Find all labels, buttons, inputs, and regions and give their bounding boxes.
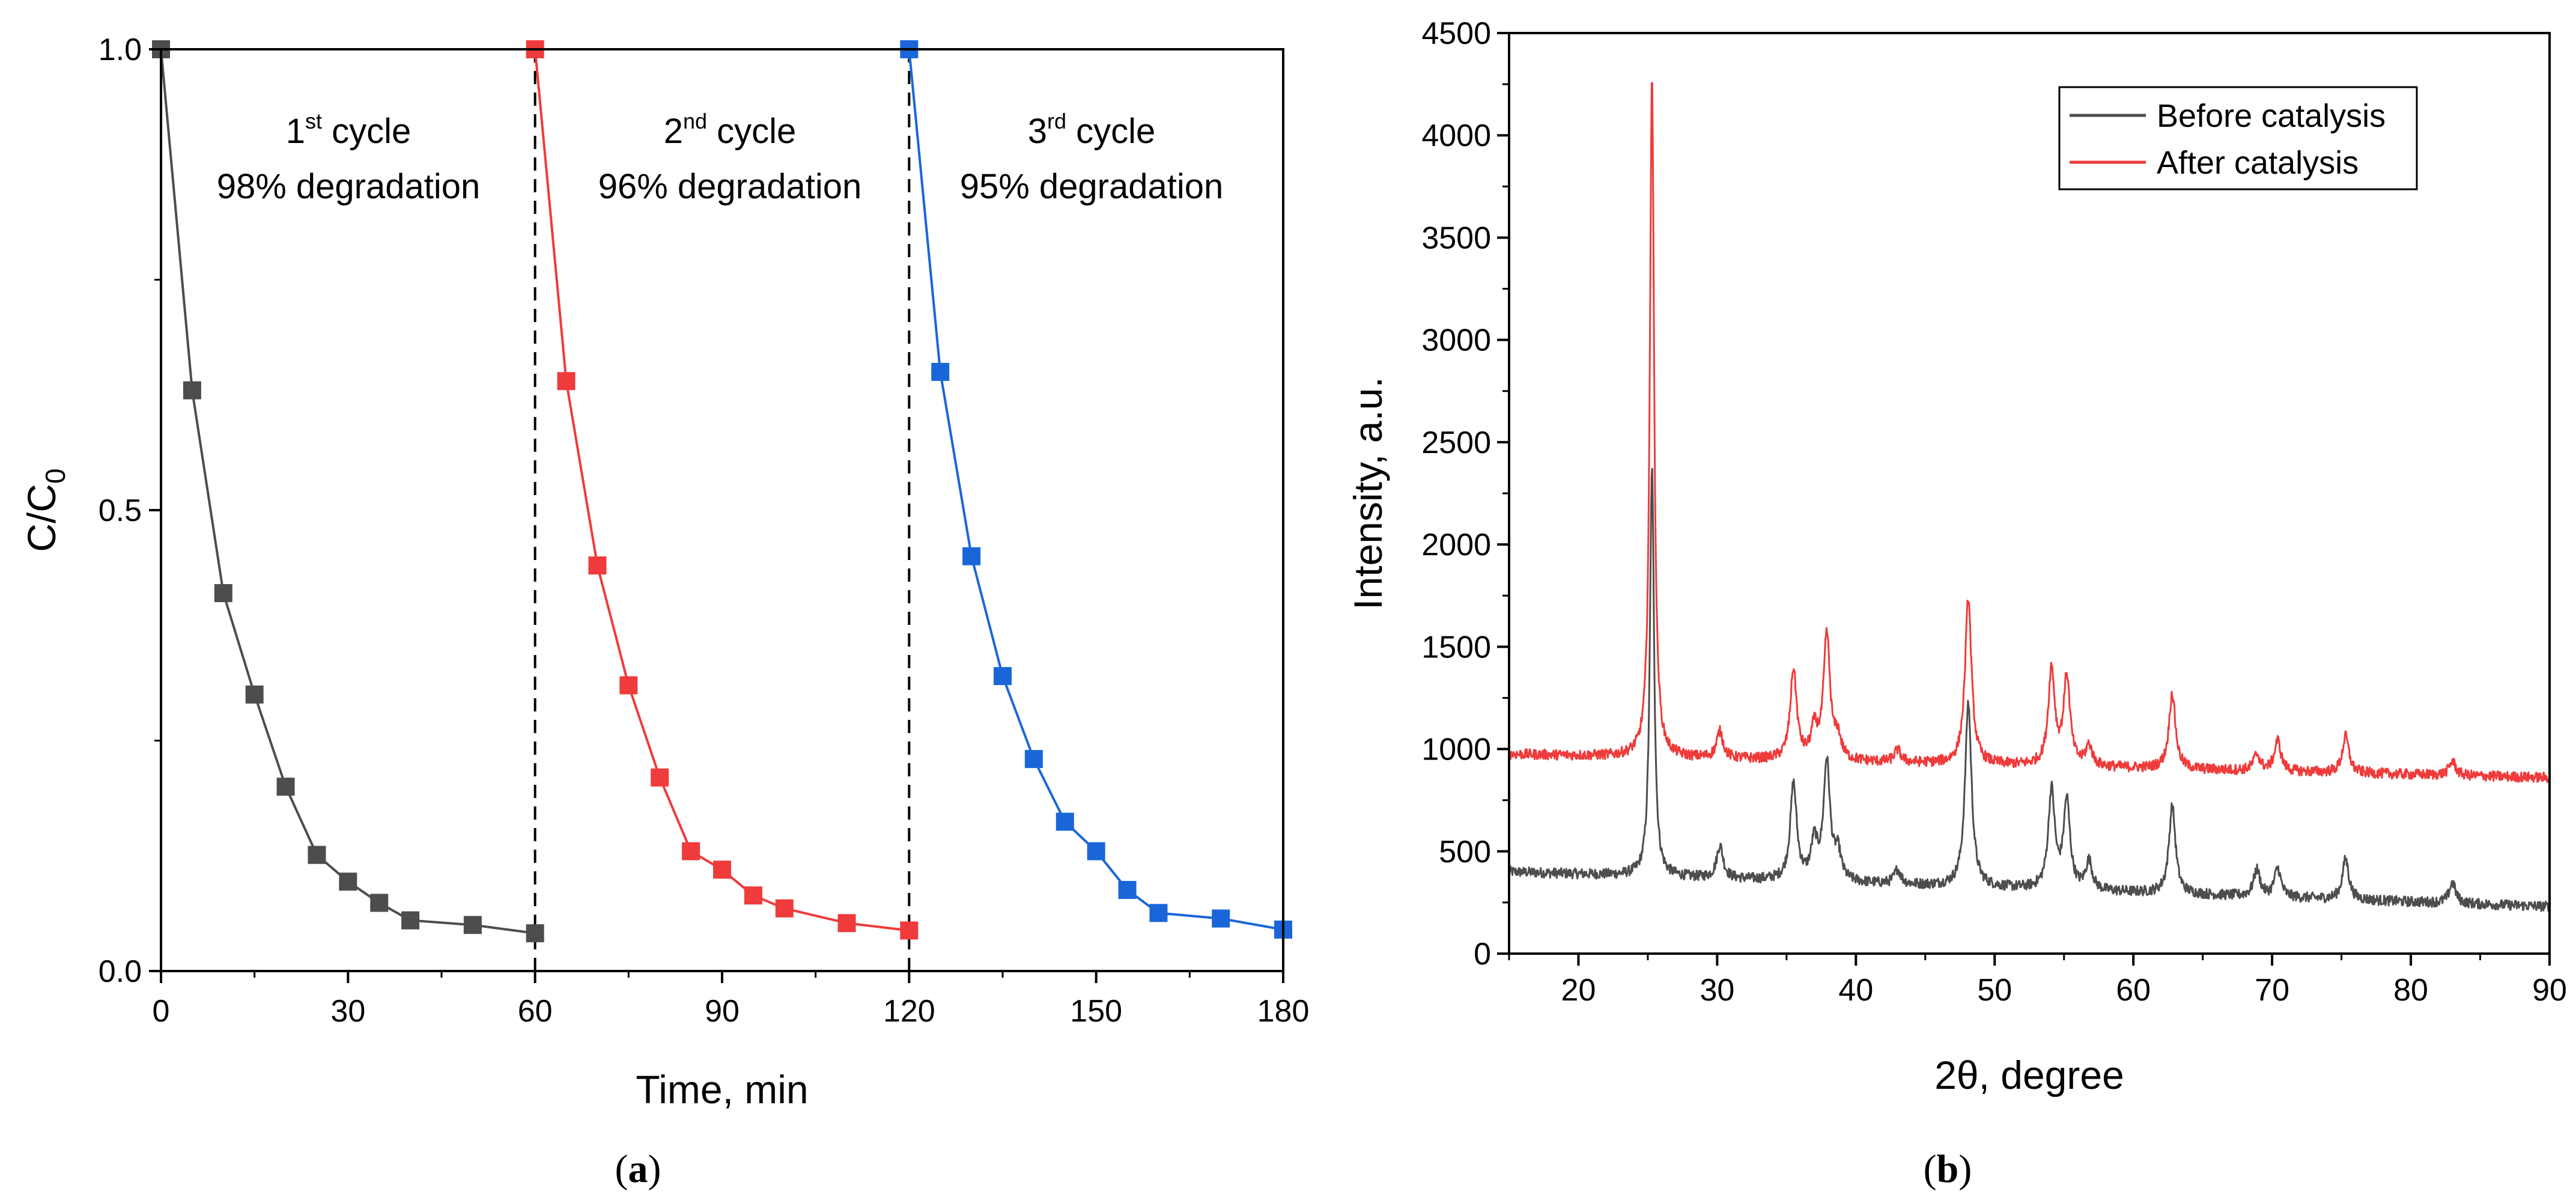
data-point-cycle-3	[1056, 812, 1074, 831]
data-point-cycle-2	[900, 921, 919, 940]
data-point-cycle-2	[744, 886, 762, 905]
x-tick-label: 80	[2393, 973, 2428, 1008]
data-point-cycle-1	[370, 894, 389, 912]
data-point-cycle-2	[619, 676, 638, 695]
data-point-cycle-3	[1212, 909, 1230, 928]
data-point-cycle-2	[651, 768, 669, 787]
panel-b-y-axis-label: Intensity, a.u.	[1346, 377, 1390, 610]
data-point-cycle-2	[557, 372, 576, 391]
y-tick-label: 0	[1474, 937, 1491, 972]
panel-b-legend: Before catalysis After catalysis	[2058, 86, 2418, 190]
x-tick-label: 70	[2255, 973, 2289, 1008]
data-point-cycle-3	[1118, 881, 1137, 900]
y-tick-label: 1500	[1421, 630, 1491, 665]
x-tick-label: 40	[1838, 973, 1873, 1008]
legend-label-before: Before catalysis	[2157, 98, 2386, 134]
data-point-cycle-2	[837, 914, 856, 933]
panel-b-chart: 20 30 40 50 60 70 80 90 0 500 1000 1500 2000 2500 3000…	[1346, 16, 2567, 1191]
x-tick-label: 60	[518, 994, 553, 1029]
annotation-cycle-2-title: 2nd cycle	[664, 109, 797, 151]
x-tick-label: 150	[1070, 994, 1122, 1029]
series-line-after-catalysis	[1508, 82, 2550, 784]
x-tick-label: 60	[2116, 973, 2151, 1008]
data-point-cycle-1	[463, 916, 482, 934]
data-point-cycle-3	[1024, 750, 1043, 769]
y-tick-label: 3000	[1421, 323, 1491, 358]
y-tick-label: 4000	[1421, 118, 1491, 153]
x-tick-label: 20	[1561, 973, 1596, 1008]
data-point-cycle-1	[401, 911, 420, 930]
data-point-cycle-2	[682, 842, 700, 860]
y-tick-label: 500	[1439, 835, 1491, 870]
x-tick-label: 50	[1977, 973, 2012, 1008]
data-point-cycle-1	[245, 685, 264, 704]
y-tick-label: 0.5	[99, 493, 142, 528]
panel-a-chart: 0 30 60 90 120 150 180 0.0 0.5 1.0 1st cycle 98% …	[19, 32, 1309, 1191]
data-point-cycle-2	[588, 556, 607, 575]
x-tick-label: 180	[1257, 994, 1310, 1029]
y-tick-label: 2500	[1421, 425, 1491, 460]
x-tick-label: 30	[330, 994, 365, 1029]
data-point-cycle-1	[526, 924, 544, 943]
data-point-cycle-3	[994, 667, 1012, 686]
annotation-cycle-3-degradation: 95% degradation	[960, 167, 1224, 206]
y-tick-label: 1000	[1421, 732, 1491, 767]
x-tick-label: 90	[705, 994, 740, 1029]
annotation-cycle-3-title: 3rd cycle	[1028, 109, 1156, 151]
x-tick-label: 120	[883, 994, 935, 1029]
y-tick-label: 3500	[1421, 221, 1491, 255]
panel-a-label: (a)	[615, 1147, 661, 1191]
annotation-cycle-2-degradation: 96% degradation	[598, 167, 862, 206]
panel-a-y-axis-label: C/C0	[19, 468, 71, 552]
data-point-cycle-1	[276, 778, 295, 796]
annotation-cycle-1-degradation: 98% degradation	[217, 167, 481, 206]
data-point-cycle-1	[308, 845, 326, 864]
panel-b-label: (b)	[1924, 1147, 1972, 1191]
data-point-cycle-2	[775, 899, 794, 918]
data-point-cycle-2	[713, 860, 731, 879]
data-point-cycle-3	[1149, 904, 1168, 922]
y-tick-label: 0.0	[99, 954, 142, 989]
data-point-cycle-3	[931, 362, 950, 381]
series-line-before-catalysis	[1508, 467, 2551, 913]
data-point-cycle-1	[183, 381, 201, 400]
x-tick-label: 90	[2532, 973, 2567, 1008]
panel-a-x-axis-label: Time, min	[636, 1067, 808, 1112]
data-point-cycle-3	[1087, 842, 1105, 860]
annotation-cycle-1-title: 1st cycle	[286, 109, 412, 151]
y-tick-label: 1.0	[99, 32, 142, 67]
y-tick-label: 4500	[1421, 16, 1491, 51]
y-tick-label: 2000	[1421, 528, 1491, 562]
legend-box	[2058, 86, 2418, 190]
data-point-cycle-1	[214, 584, 232, 603]
data-point-cycle-1	[339, 873, 357, 891]
data-point-cycle-3	[962, 547, 981, 565]
x-tick-label: 30	[1700, 973, 1734, 1008]
x-tick-label: 0	[153, 994, 170, 1029]
panel-b-x-axis-label: 2θ, degree	[1934, 1053, 2124, 1097]
legend-label-after: After catalysis	[2157, 145, 2359, 181]
